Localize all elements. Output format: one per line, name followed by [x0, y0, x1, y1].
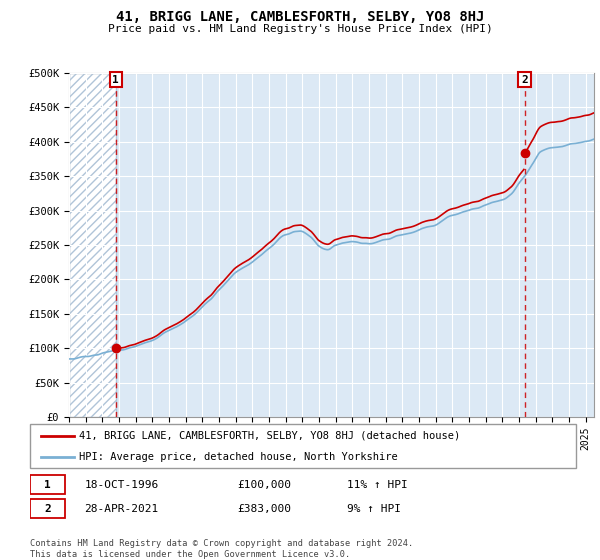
Text: Price paid vs. HM Land Registry's House Price Index (HPI): Price paid vs. HM Land Registry's House …	[107, 24, 493, 34]
Text: 41, BRIGG LANE, CAMBLESFORTH, SELBY, YO8 8HJ (detached house): 41, BRIGG LANE, CAMBLESFORTH, SELBY, YO8…	[79, 431, 460, 441]
Text: HPI: Average price, detached house, North Yorkshire: HPI: Average price, detached house, Nort…	[79, 452, 398, 461]
Text: £383,000: £383,000	[238, 503, 292, 514]
Text: 18-OCT-1996: 18-OCT-1996	[85, 480, 159, 489]
Text: 41, BRIGG LANE, CAMBLESFORTH, SELBY, YO8 8HJ: 41, BRIGG LANE, CAMBLESFORTH, SELBY, YO8…	[116, 10, 484, 24]
Bar	[30, 475, 65, 494]
Text: 2: 2	[521, 74, 528, 85]
Text: Contains HM Land Registry data © Crown copyright and database right 2024.
This d: Contains HM Land Registry data © Crown c…	[30, 539, 413, 559]
Text: 9% ↑ HPI: 9% ↑ HPI	[347, 503, 401, 514]
Text: 1: 1	[112, 74, 119, 85]
Text: 11% ↑ HPI: 11% ↑ HPI	[347, 480, 407, 489]
Text: 2: 2	[44, 503, 51, 514]
Text: £100,000: £100,000	[238, 480, 292, 489]
Text: 28-APR-2021: 28-APR-2021	[85, 503, 159, 514]
Bar	[69, 73, 116, 417]
Bar	[30, 499, 65, 518]
Text: 1: 1	[44, 480, 51, 489]
